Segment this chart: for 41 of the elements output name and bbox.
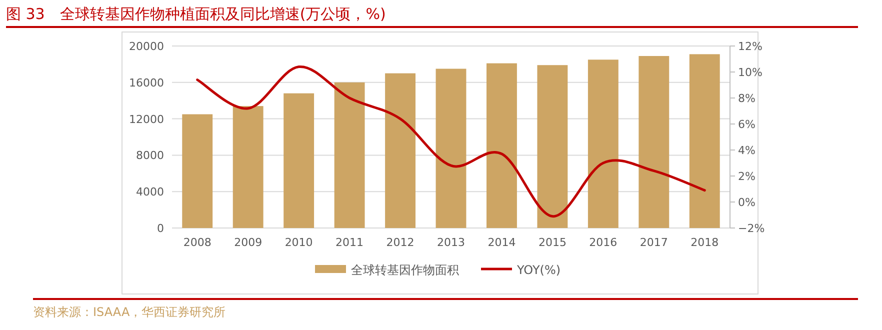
y-tick-label: 4000 (136, 186, 164, 199)
y-tick-label: 20000 (129, 40, 164, 53)
y-tick-label: 12000 (129, 112, 164, 126)
bar (588, 60, 618, 228)
chart-title: 图 33 全球转基因作物种植面积及同比增速(万公顷，%) (6, 5, 386, 23)
y-tick-label: 0 (157, 222, 164, 235)
legend-label: 全球转基因作物面积 (351, 263, 459, 277)
y2-tick-label: 10% (738, 66, 762, 79)
y2-tick-label: 0% (738, 196, 756, 209)
bar (284, 93, 314, 228)
bar (436, 68, 466, 228)
bar (638, 56, 670, 228)
x-tick-label: 2008 (183, 236, 212, 249)
x-tick-label: 2012 (386, 236, 414, 249)
bar (537, 65, 568, 228)
bar (385, 73, 416, 228)
y2-tick-label: 6% (738, 118, 756, 131)
y-tick-label: 16000 (129, 76, 164, 90)
y2-tick-label: 12% (738, 40, 762, 53)
x-tick-label: 2011 (336, 236, 364, 249)
line-series (196, 66, 706, 218)
y2-tick-label: 4% (738, 144, 756, 157)
y2-tick-label: −2% (738, 222, 765, 235)
x-tick-label: 2017 (640, 236, 668, 249)
y2-tick-label: 2% (738, 170, 756, 183)
legend-label: YOY(%) (516, 263, 561, 277)
bar (689, 54, 720, 228)
bar (232, 106, 264, 228)
x-tick-label: 2010 (284, 236, 313, 249)
x-tick-label: 2014 (488, 236, 516, 249)
y2-tick-label: 8% (738, 92, 756, 105)
x-tick-label: 2009 (234, 236, 262, 249)
text: 资料来源：ISAAA，华西证券研究所 (33, 305, 226, 319)
bar (486, 63, 517, 228)
x-tick-label: 2016 (589, 236, 618, 249)
y-tick-label: 8000 (136, 149, 164, 162)
bar (334, 82, 365, 228)
x-tick-label: 2015 (538, 236, 566, 249)
bar (182, 114, 213, 228)
x-tick-label: 2018 (690, 236, 719, 249)
x-tick-label: 2013 (437, 236, 465, 249)
